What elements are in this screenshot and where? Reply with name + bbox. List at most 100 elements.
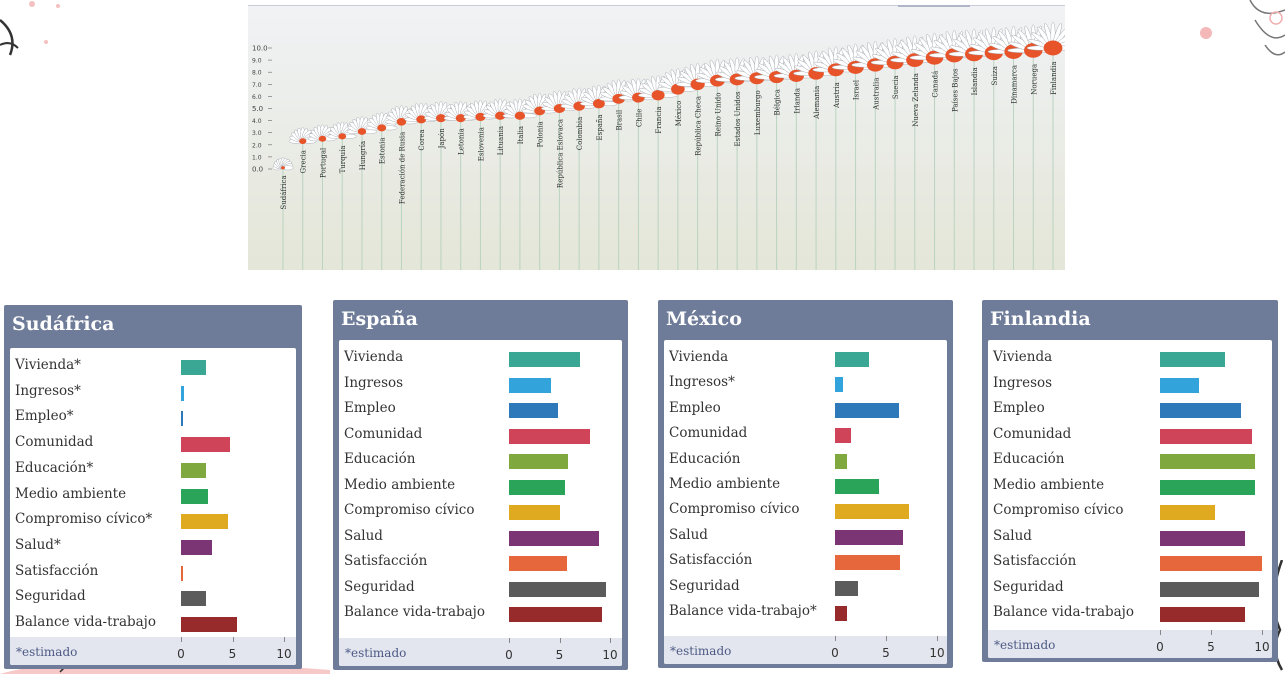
- indicator-row: Medio ambiente: [10, 483, 296, 508]
- indicator-bar[interactable]: [835, 428, 852, 444]
- country-label: Turquía: [339, 145, 347, 173]
- indicator-bar[interactable]: [181, 385, 185, 401]
- indicator-bar[interactable]: [1160, 479, 1255, 495]
- indicator-bar[interactable]: [835, 402, 900, 418]
- indicator-label: Vivienda*: [15, 357, 81, 373]
- indicator-bar[interactable]: [1160, 530, 1245, 546]
- indicator-row: Salud: [664, 524, 947, 549]
- country-label: Estonia: [379, 137, 387, 164]
- panel-title: Finlandia: [990, 308, 1091, 330]
- indicator-bar[interactable]: [509, 454, 568, 469]
- flower-core: [495, 111, 506, 120]
- indicator-label: Ingresos*: [15, 382, 81, 399]
- panel-body: Vivienda Ingresos* Empleo Comunidad Educació…: [664, 340, 947, 664]
- flower-core: [514, 111, 526, 120]
- country-label: México: [675, 101, 683, 127]
- country-label: Países Bajos: [951, 68, 959, 112]
- y-tick-label: 0.0: [252, 166, 263, 174]
- flower-core: [299, 138, 307, 145]
- indicator-bar[interactable]: [835, 479, 879, 494]
- indicator-row: Balance vida-trabajo*: [664, 600, 947, 625]
- indicator-bar[interactable]: [509, 530, 599, 546]
- indicator-row: Comunidad: [664, 422, 947, 447]
- indicator-bar[interactable]: [1160, 403, 1241, 418]
- indicator-bar[interactable]: [509, 428, 590, 444]
- indicator-bar[interactable]: [181, 565, 183, 581]
- x-tick-label: 5: [1207, 640, 1215, 654]
- indicator-bar[interactable]: [181, 617, 237, 632]
- indicator-bar[interactable]: [509, 556, 567, 571]
- country-label: Noruega: [1030, 64, 1038, 95]
- indicator-row: Satisfacción: [988, 550, 1272, 575]
- indicator-bar[interactable]: [181, 462, 206, 478]
- indicator-bar[interactable]: [835, 453, 848, 469]
- indicator-bar[interactable]: [1160, 377, 1199, 393]
- indicator-label: Empleo*: [15, 408, 74, 425]
- indicator-bar[interactable]: [181, 539, 212, 555]
- country-label: Suiza: [991, 66, 999, 85]
- flower-mark[interactable]: [272, 157, 294, 171]
- indicator-bar[interactable]: [835, 529, 904, 545]
- indicator-bar[interactable]: [1160, 454, 1255, 469]
- flower-mark[interactable]: [599, 79, 639, 104]
- indicator-bar[interactable]: [181, 437, 231, 453]
- indicator-row: Seguridad: [10, 585, 296, 610]
- country-label: Eslovenia: [477, 127, 485, 161]
- indicator-row: Medio ambiente: [339, 474, 622, 499]
- indicator-bar[interactable]: [181, 360, 206, 375]
- indicator-bar[interactable]: [181, 514, 229, 530]
- indicator-bar[interactable]: [509, 505, 560, 520]
- country-label: Federación de Rusia: [398, 132, 406, 205]
- indicator-bar[interactable]: [1160, 581, 1259, 597]
- decorative-flower-top-right: [1200, 0, 1285, 56]
- flower-mark[interactable]: [502, 98, 538, 120]
- x-tick-mark: [1262, 630, 1263, 635]
- indicator-label: Vivienda: [344, 349, 404, 365]
- indicator-row: Vivienda: [339, 346, 622, 371]
- indicator-row: Educación: [988, 448, 1272, 473]
- panel-body: Vivienda Ingresos Empleo Comunidad Educación…: [339, 340, 622, 666]
- indicator-bar[interactable]: [509, 377, 552, 393]
- indicator-bar[interactable]: [1160, 428, 1252, 444]
- country-label: Chile: [635, 109, 643, 127]
- x-tick-label: 0: [177, 647, 185, 661]
- y-tick-label: 8.0: [252, 70, 262, 77]
- panel-footer: *estimado 0 5 10: [988, 630, 1272, 658]
- indicator-label: Balance vida-trabajo: [993, 604, 1134, 620]
- country-label: Alemania: [813, 86, 821, 120]
- country-panel-espana: España Vivienda Ingresos Empleo Comunidad Ed…: [333, 300, 628, 670]
- flower-core: [435, 114, 446, 123]
- indicator-bar[interactable]: [1160, 556, 1262, 571]
- country-label: Irlanda: [793, 88, 801, 114]
- indicator-bar[interactable]: [835, 580, 859, 596]
- indicator-bar[interactable]: [835, 504, 910, 520]
- indicator-bar[interactable]: [181, 488, 208, 504]
- indicator-label: Compromiso cívico*: [15, 511, 153, 528]
- x-tick-label: 10: [1254, 640, 1270, 654]
- indicator-bar[interactable]: [509, 479, 565, 495]
- country-label: Lituania: [497, 126, 505, 155]
- indicator-bar[interactable]: [835, 606, 848, 621]
- indicator-bar[interactable]: [509, 403, 559, 418]
- indicator-bar[interactable]: [1160, 607, 1245, 622]
- indicator-bar[interactable]: [1160, 505, 1216, 520]
- y-tick-label: 6.0: [252, 94, 262, 101]
- x-tick-mark: [1160, 630, 1161, 635]
- indicator-bar[interactable]: [509, 607, 602, 622]
- country-label: Canadá: [932, 71, 940, 98]
- country-label: Hungría: [359, 141, 367, 170]
- country-label: Corea: [418, 129, 426, 150]
- indicator-bar[interactable]: [835, 377, 844, 393]
- indicator-bar[interactable]: [835, 555, 901, 571]
- indicator-bar[interactable]: [509, 352, 580, 367]
- flower-mark[interactable]: [1026, 21, 1065, 56]
- indicator-bar[interactable]: [835, 352, 869, 367]
- indicator-row: Seguridad: [664, 575, 947, 600]
- indicator-label: Empleo: [993, 400, 1045, 416]
- indicator-bar[interactable]: [181, 591, 206, 607]
- panel-title: México: [666, 308, 742, 330]
- indicator-bar[interactable]: [181, 411, 184, 427]
- indicator-bar[interactable]: [509, 581, 606, 597]
- indicator-bar[interactable]: [1160, 352, 1226, 367]
- footnote: *estimado: [670, 644, 732, 658]
